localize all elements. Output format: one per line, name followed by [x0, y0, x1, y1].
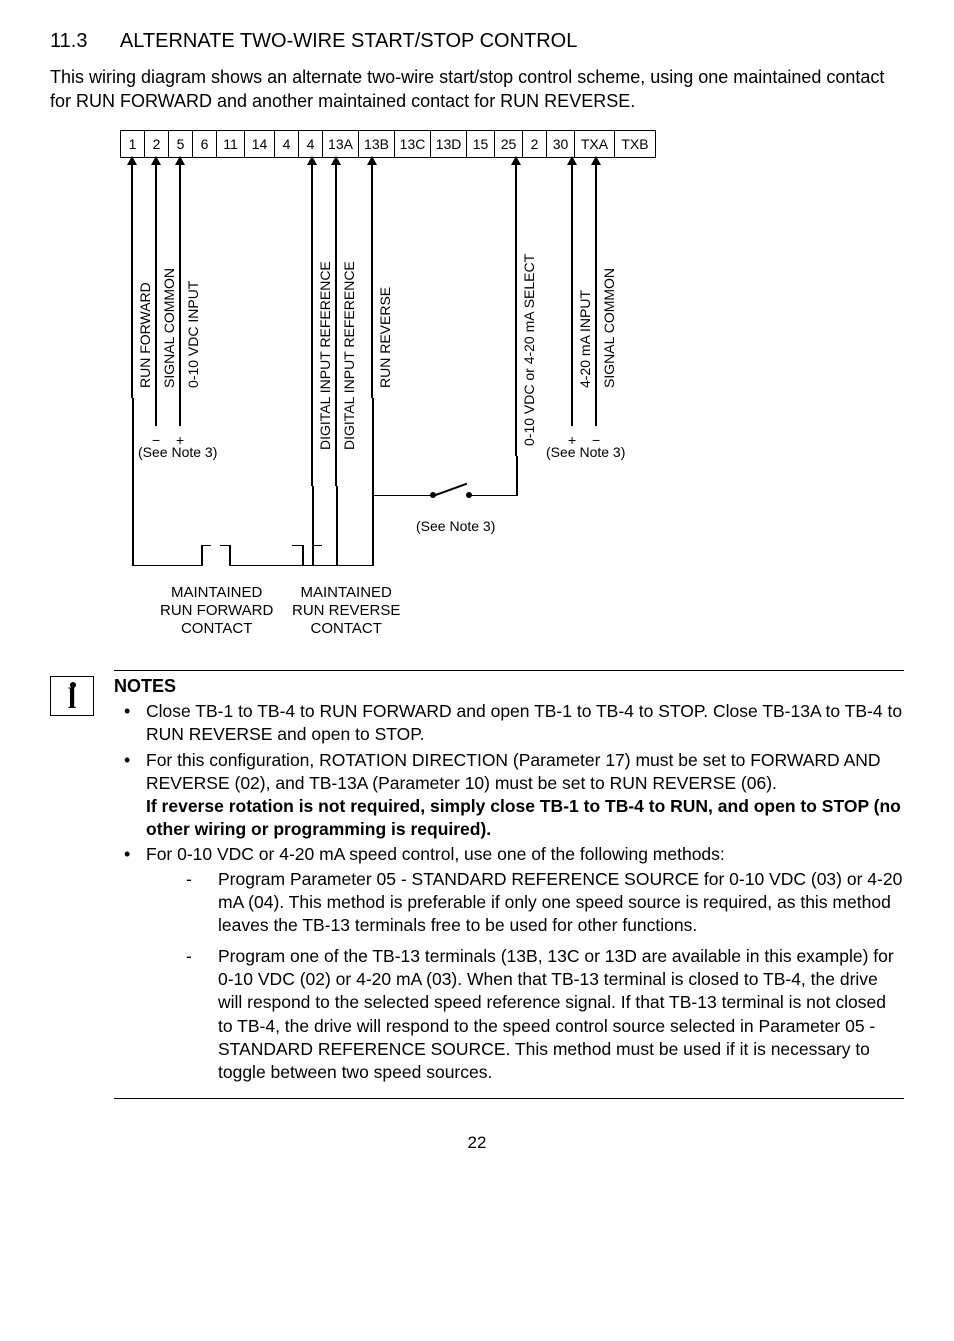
terminal-cell: TXA: [575, 131, 615, 157]
terminal-cell: TXB: [615, 131, 655, 157]
page-number: 22: [50, 1133, 904, 1153]
terminal-cell: 2: [145, 131, 169, 157]
signal-label: SIGNAL COMMON: [161, 268, 177, 388]
signal-label: SIGNAL COMMON: [601, 268, 617, 388]
terminal-cell: 5: [169, 131, 193, 157]
notes-content: NOTES Close TB-1 to TB-4 to RUN FORWARD …: [114, 670, 904, 1099]
signal-label: RUN REVERSE: [377, 286, 393, 387]
signal-label: RUN FORWARD: [137, 282, 153, 388]
notes-sub-bullet: Program Parameter 05 - STANDARD REFERENC…: [178, 868, 904, 937]
terminal-cell: 13B: [359, 131, 395, 157]
notes-block: l NOTES Close TB-1 to TB-4 to RUN FORWAR…: [50, 670, 904, 1099]
contact-right-label: MAINTAINED RUN REVERSE CONTACT: [292, 584, 400, 638]
section-title-text: ALTERNATE TWO-WIRE START/STOP CONTROL: [120, 30, 577, 52]
signal-label: DIGITAL INPUT REFERENCE: [341, 261, 357, 450]
terminal-cell: 13A: [323, 131, 359, 157]
terminal-cell: 4: [299, 131, 323, 157]
notes-bullet: For 0-10 VDC or 4-20 mA speed control, u…: [114, 843, 904, 1084]
signal-label: 0-10 VDC or 4-20 mA SELECT: [521, 253, 537, 445]
signal-label: 0-10 VDC INPUT: [185, 280, 201, 387]
notes-heading: NOTES: [114, 675, 904, 699]
notes-list: Close TB-1 to TB-4 to RUN FORWARD and op…: [114, 700, 904, 1084]
notes-bullet: For this configuration, ROTATION DIRECTI…: [114, 749, 904, 841]
notes-sub-bullet: Program one of the TB-13 terminals (13B,…: [178, 945, 904, 1084]
intro-paragraph: This wiring diagram shows an alternate t…: [50, 65, 904, 114]
terminal-cell: 13D: [431, 131, 467, 157]
terminal-cell: 13C: [395, 131, 431, 157]
notes-bullet: Close TB-1 to TB-4 to RUN FORWARD and op…: [114, 700, 904, 746]
section-heading: 11.3 ALTERNATE TWO-WIRE START/STOP CONTR…: [50, 30, 904, 53]
info-icon: l: [50, 676, 94, 716]
see-note-right: (See Note 3): [546, 444, 625, 460]
terminal-cell: 15: [467, 131, 495, 157]
terminal-cell: 2: [523, 131, 547, 157]
wiring-diagram: 125611144413A13B13C13D1525230TXATXB (See…: [120, 130, 900, 650]
terminal-cell: 4: [275, 131, 299, 157]
terminal-cell: 1: [121, 131, 145, 157]
terminal-row: 125611144413A13B13C13D1525230TXATXB: [120, 130, 656, 158]
terminal-cell: 25: [495, 131, 523, 157]
signal-label: 4-20 mA INPUT: [577, 290, 593, 388]
terminal-cell: 6: [193, 131, 217, 157]
see-note-mid: (See Note 3): [416, 518, 495, 534]
signal-label: DIGITAL INPUT REFERENCE: [317, 261, 333, 450]
terminal-cell: 11: [217, 131, 245, 157]
section-number: 11.3: [50, 30, 87, 52]
terminal-cell: 14: [245, 131, 275, 157]
terminal-cell: 30: [547, 131, 575, 157]
contact-left-label: MAINTAINED RUN FORWARD CONTACT: [160, 584, 273, 638]
